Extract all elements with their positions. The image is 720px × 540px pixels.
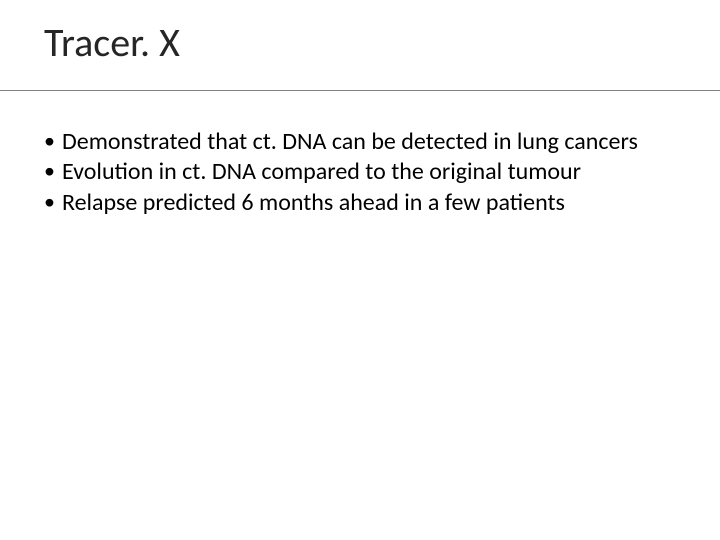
list-item: Evolution in ct. DNA compared to the ori…: [44, 158, 660, 186]
bullet-text: Demonstrated that ct. DNA can be detecte…: [62, 127, 638, 156]
slide-body: Demonstrated that ct. DNA can be detecte…: [44, 128, 660, 219]
list-item: Relapse predicted 6 months ahead in a fe…: [44, 189, 660, 217]
list-item: Demonstrated that ct. DNA can be detecte…: [44, 128, 660, 156]
bullet-text: Evolution in ct. DNA compared to the ori…: [62, 157, 581, 186]
title-divider: [0, 90, 720, 91]
bullet-text: Relapse predicted 6 months ahead in a fe…: [62, 188, 565, 217]
slide-title: Tracer. X: [44, 18, 180, 67]
bullet-list: Demonstrated that ct. DNA can be detecte…: [44, 128, 660, 217]
slide: Tracer. X Demonstrated that ct. DNA can …: [0, 0, 720, 540]
